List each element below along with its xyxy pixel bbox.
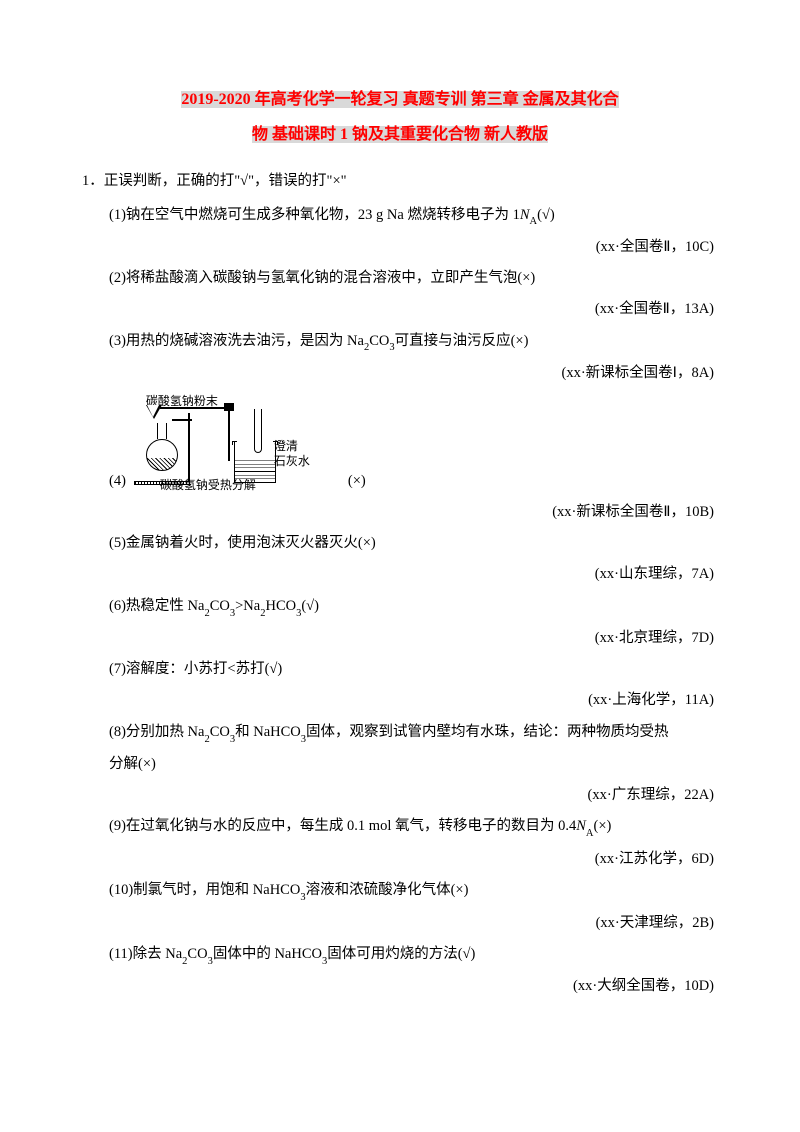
item-4: (4) 碳酸氢钠粉末 澄清石灰水 碳酸氢钠受热分解 (×) bbox=[82, 389, 718, 497]
item-5-source: (xx·山东理综，7A) bbox=[82, 559, 718, 590]
item-4-source: (xx·新课标全国卷Ⅱ，10B) bbox=[82, 497, 718, 528]
item-6-source: (xx·北京理综，7D) bbox=[82, 623, 718, 654]
diagram-label-mid: 澄清石灰水 bbox=[274, 439, 310, 468]
item-4-num: (4) bbox=[109, 466, 126, 497]
item-10-source: (xx·天津理综，2B) bbox=[82, 908, 718, 939]
item-3-source: (xx·新课标全国卷Ⅰ，8A) bbox=[82, 358, 718, 389]
item-9-source: (xx·江苏化学，6D) bbox=[82, 844, 718, 875]
item-2: (2)将稀盐酸滴入碳酸钠与氢氧化钠的混合溶液中，立即产生气泡(×) bbox=[82, 263, 718, 294]
item-8: (8)分别加热 Na2CO3和 NaHCO3固体，观察到试管内壁均有水珠，结论：… bbox=[82, 717, 718, 749]
item-7-source: (xx·上海化学，11A) bbox=[82, 685, 718, 716]
question-stem: 1．正误判断，正确的打"√"，错误的打"×" bbox=[82, 166, 718, 197]
item-6: (6)热稳定性 Na2CO3>Na2HCO3(√) bbox=[82, 591, 718, 623]
apparatus-diagram: 碳酸氢钠粉末 澄清石灰水 碳酸氢钠受热分解 bbox=[132, 389, 312, 497]
doc-title-line1: 2019-2020 年高考化学一轮复习 真题专训 第三章 金属及其化合 bbox=[181, 91, 618, 108]
item-7: (7)溶解度：小苏打<苏打(√) bbox=[82, 654, 718, 685]
item-5: (5)金属钠着火时，使用泡沫灭火器灭火(×) bbox=[82, 528, 718, 559]
item-11-source: (xx·大纲全国卷，10D) bbox=[82, 971, 718, 1002]
item-9: (9)在过氧化钠与水的反应中，每生成 0.1 mol 氧气，转移电子的数目为 0… bbox=[82, 811, 718, 843]
item-8-source: (xx·广东理综，22A) bbox=[82, 780, 718, 811]
item-1-source: (xx·全国卷Ⅱ，10C) bbox=[82, 232, 718, 263]
doc-title-line2: 物 基础课时 1 钠及其重要化合物 新人教版 bbox=[252, 126, 548, 143]
diagram-label-bottom: 碳酸氢钠受热分解 bbox=[160, 473, 256, 499]
item-8-cont: 分解(×) bbox=[82, 749, 718, 780]
item-2-source: (xx·全国卷Ⅱ，13A) bbox=[82, 294, 718, 325]
item-3: (3)用热的烧碱溶液洗去油污，是因为 Na2CO3可直接与油污反应(×) bbox=[82, 326, 718, 358]
item-11: (11)除去 Na2CO3固体中的 NaHCO3固体可用灼烧的方法(√) bbox=[82, 939, 718, 971]
item-1: (1)钠在空气中燃烧可生成多种氧化物，23 g Na 燃烧转移电子为 1NA(√… bbox=[82, 200, 718, 232]
item-4-mark: (×) bbox=[348, 466, 366, 497]
item-10: (10)制氯气时，用饱和 NaHCO3溶液和浓硫酸净化气体(×) bbox=[82, 875, 718, 907]
